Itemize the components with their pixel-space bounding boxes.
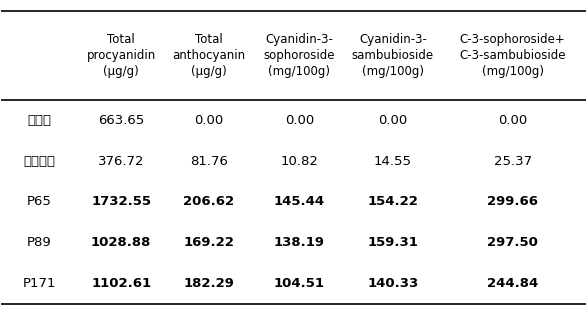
Text: P171: P171: [23, 277, 56, 290]
Text: Cyanidin-3-
sambubioside
(mg/100g): Cyanidin-3- sambubioside (mg/100g): [352, 33, 434, 78]
Text: 299.66: 299.66: [487, 196, 538, 209]
Text: 159.31: 159.31: [367, 236, 419, 249]
Text: 1028.88: 1028.88: [91, 236, 151, 249]
Text: P65: P65: [27, 196, 52, 209]
Text: Total
anthocyanin
(μg/g): Total anthocyanin (μg/g): [172, 33, 245, 78]
Text: 0.00: 0.00: [378, 114, 407, 127]
Text: 145.44: 145.44: [274, 196, 325, 209]
Text: 104.51: 104.51: [274, 277, 325, 290]
Text: 1102.61: 1102.61: [91, 277, 151, 290]
Text: 138.19: 138.19: [274, 236, 325, 249]
Text: 14.55: 14.55: [374, 155, 412, 168]
Text: 206.62: 206.62: [183, 196, 234, 209]
Text: 663.65: 663.65: [98, 114, 144, 127]
Text: 154.22: 154.22: [367, 196, 419, 209]
Text: 376.72: 376.72: [98, 155, 144, 168]
Text: 0.00: 0.00: [498, 114, 527, 127]
Text: 1732.55: 1732.55: [91, 196, 151, 209]
Text: 25.37: 25.37: [494, 155, 532, 168]
Text: 0.00: 0.00: [285, 114, 314, 127]
Text: 244.84: 244.84: [487, 277, 538, 290]
Text: 182.29: 182.29: [183, 277, 234, 290]
Text: 밀양爲호: 밀양爲호: [23, 155, 55, 168]
Text: 81.76: 81.76: [190, 155, 228, 168]
Text: 297.50: 297.50: [487, 236, 538, 249]
Text: 10.82: 10.82: [281, 155, 318, 168]
Text: P89: P89: [27, 236, 52, 249]
Text: 169.22: 169.22: [183, 236, 234, 249]
Text: 케이올: 케이올: [28, 114, 52, 127]
Text: Total
procyanidin
(μg/g): Total procyanidin (μg/g): [86, 33, 156, 78]
Text: Cyanidin-3-
sophoroside
(mg/100g): Cyanidin-3- sophoroside (mg/100g): [264, 33, 335, 78]
Text: 140.33: 140.33: [367, 277, 419, 290]
Text: 0.00: 0.00: [194, 114, 224, 127]
Text: C-3-sophoroside+
C-3-sambubioside
(mg/100g): C-3-sophoroside+ C-3-sambubioside (mg/10…: [460, 33, 566, 78]
